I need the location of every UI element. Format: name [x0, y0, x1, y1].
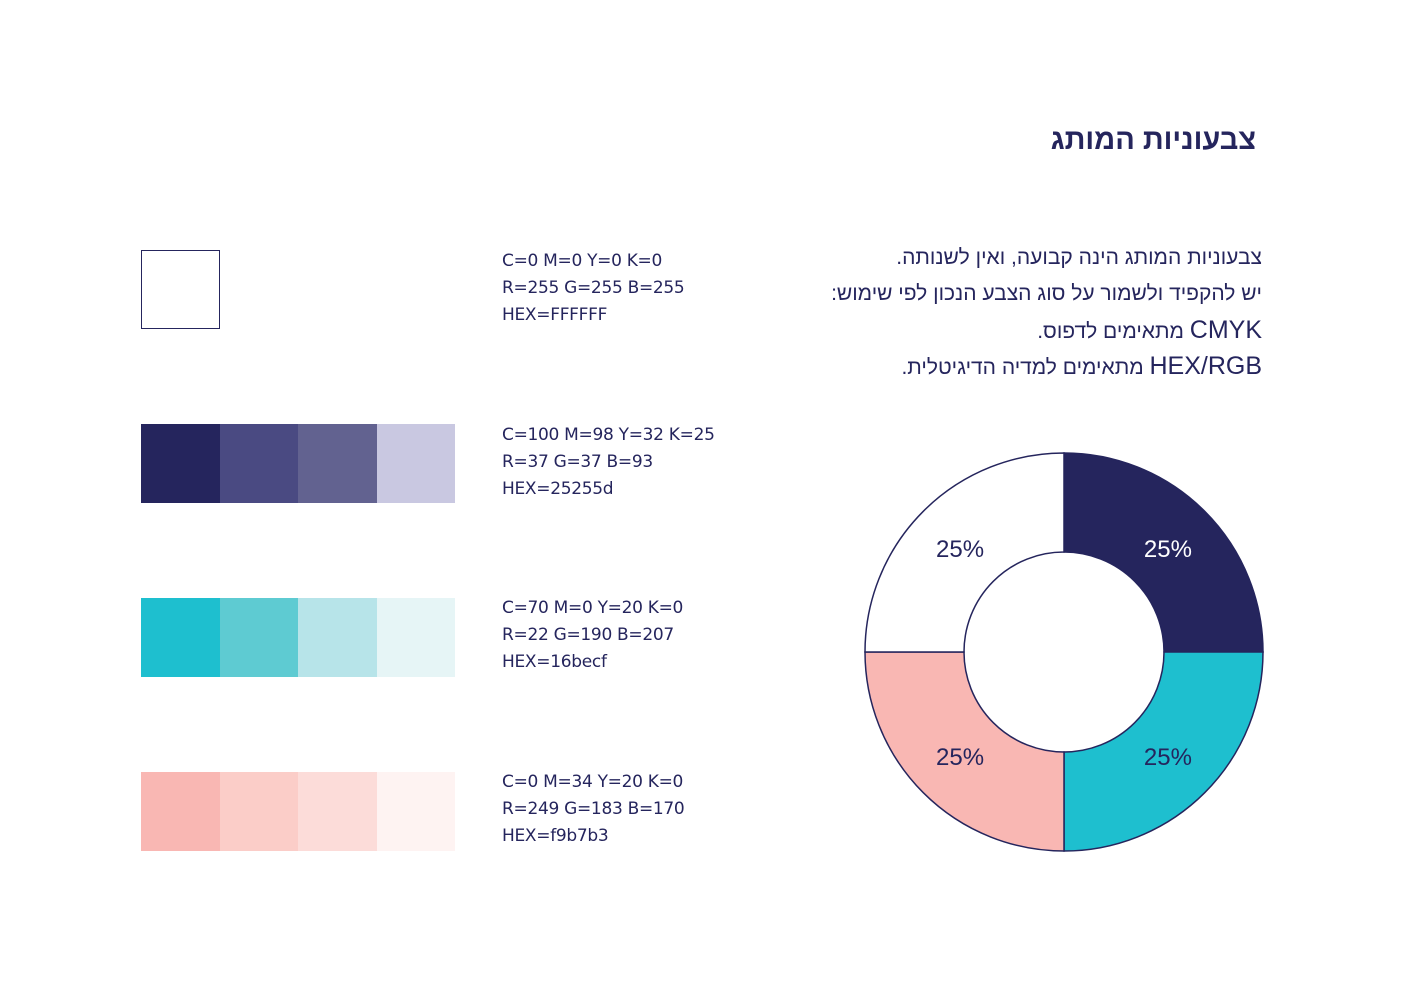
- pink-tint-20: [376, 772, 455, 851]
- navy-cmyk: C=100 M=98 Y=32 K=25: [502, 425, 715, 445]
- white-hex: HEX=FFFFFF: [502, 305, 608, 325]
- donut-label-pink: 25%: [936, 744, 984, 771]
- pink-rgb: R=249 G=183 B=170: [502, 799, 685, 819]
- cyan-tint-20: [376, 598, 455, 677]
- pink-hex: HEX=f9b7b3: [502, 826, 609, 846]
- cmyk-usage: מתאימים לדפוס.: [1037, 320, 1190, 343]
- white-swatch: [141, 250, 220, 329]
- donut-label-navy: 25%: [1144, 536, 1192, 563]
- intro-line-3: CMYK מתאימים לדפוס.: [702, 312, 1262, 348]
- hex-rgb-label: HEX/RGB: [1149, 352, 1262, 380]
- navy-tint-20: [376, 424, 455, 503]
- pink-tint-60: [298, 772, 377, 851]
- donut-slices: [864, 452, 1264, 852]
- donut-slice-cyan: [1063, 651, 1264, 852]
- cyan-specs: C=70 M=0 Y=20 K=0 R=22 G=190 B=207 HEX=1…: [502, 595, 683, 676]
- navy-hex: HEX=25255d: [502, 479, 614, 499]
- cyan-swatch-row: [141, 598, 455, 677]
- pink-cmyk: C=0 M=34 Y=20 K=0: [502, 772, 684, 792]
- cyan-hex: HEX=16becf: [502, 652, 607, 672]
- white-rgb: R=255 G=255 B=255: [502, 278, 685, 298]
- navy-tint-100: [141, 424, 220, 503]
- pink-specs: C=0 M=34 Y=20 K=0 R=249 G=183 B=170 HEX=…: [502, 769, 685, 850]
- hex-rgb-usage: מתאימים למדיה הדיגיטלית.: [901, 356, 1150, 379]
- donut-label-cyan: 25%: [1144, 744, 1192, 771]
- pink-tint-100: [141, 772, 220, 851]
- cyan-cmyk: C=70 M=0 Y=20 K=0: [502, 598, 684, 618]
- white-cmyk: C=0 M=0 Y=0 K=0: [502, 251, 663, 271]
- pink-tint-80: [219, 772, 298, 851]
- navy-tint-60: [298, 424, 377, 503]
- donut-labels: 25% 25% 25% 25%: [936, 536, 1192, 771]
- page-title: צבעוניות המותג: [1050, 124, 1256, 156]
- cyan-rgb: R=22 G=190 B=207: [502, 625, 674, 645]
- cyan-tint-60: [298, 598, 377, 677]
- white-specs: C=0 M=0 Y=0 K=0 R=255 G=255 B=255 HEX=FF…: [502, 248, 685, 329]
- donut-slice-pink: [864, 651, 1065, 852]
- pink-swatch-row: [141, 772, 455, 851]
- navy-swatch-row: [141, 424, 455, 503]
- navy-tint-80: [219, 424, 298, 503]
- intro-text: צבעוניות המותג הינה קבועה, ואין לשנותה. …: [702, 240, 1262, 384]
- intro-line-4: HEX/RGB מתאימים למדיה הדיגיטלית.: [702, 348, 1262, 384]
- cyan-tint-100: [141, 598, 220, 677]
- cmyk-label: CMYK: [1189, 316, 1262, 344]
- navy-rgb: R=37 G=37 B=93: [502, 452, 653, 472]
- intro-line-2: יש להקפיד ולשמור על סוג הצבע הנכון לפי ש…: [831, 282, 1262, 305]
- cyan-tint-80: [219, 598, 298, 677]
- intro-line-1: צבעוניות המותג הינה קבועה, ואין לשנותה.: [896, 246, 1262, 269]
- donut-slice-navy: [1063, 452, 1264, 653]
- donut-slice-white: [864, 452, 1065, 653]
- donut-label-white: 25%: [936, 536, 984, 563]
- navy-specs: C=100 M=98 Y=32 K=25 R=37 G=37 B=93 HEX=…: [502, 422, 715, 503]
